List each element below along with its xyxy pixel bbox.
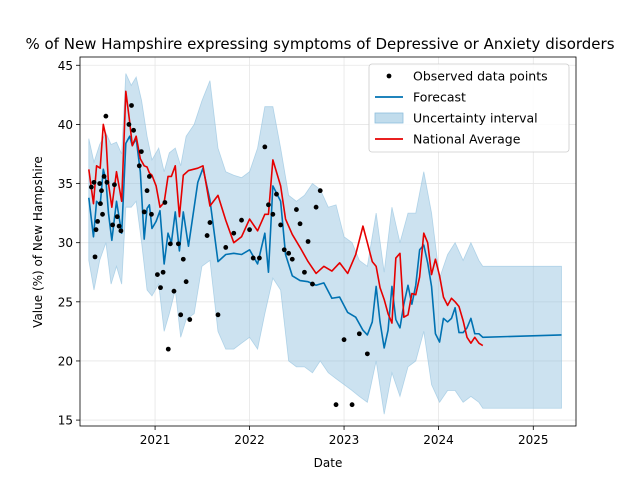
observed-point-12 — [104, 179, 110, 185]
legend-marker-observed-data-points — [386, 73, 392, 79]
forecast-line — [88, 135, 562, 349]
national-average-line — [88, 90, 484, 347]
x-tick-label-2023: 2023 — [329, 433, 360, 447]
observed-point-37 — [183, 279, 189, 285]
observed-point-59 — [305, 239, 311, 244]
observed-point-4 — [93, 227, 99, 233]
chart-title: % of New Hampshire expressing symptoms o… — [25, 35, 614, 53]
observed-point-47 — [256, 255, 262, 261]
y-tick-label-35: 35 — [58, 177, 73, 191]
observed-point-66 — [356, 331, 362, 337]
x-tick-label-2025: 2025 — [518, 433, 549, 447]
observed-point-15 — [114, 214, 120, 220]
observed-point-61 — [313, 204, 319, 210]
observed-point-20 — [131, 127, 136, 133]
observed-point-31 — [165, 346, 171, 352]
y-tick-label-30: 30 — [58, 236, 73, 250]
observed-point-36 — [180, 256, 186, 262]
observed-point-57 — [297, 221, 303, 227]
observed-point-3 — [92, 254, 98, 260]
y-tick-label-40: 40 — [58, 118, 73, 132]
x-tick-label-2021: 2021 — [140, 433, 171, 447]
observed-point-67 — [364, 351, 370, 357]
observed-point-24 — [144, 188, 150, 194]
observed-point-55 — [289, 256, 295, 262]
observed-point-32 — [167, 241, 173, 247]
legend-patch-uncertainty-interval — [374, 112, 404, 124]
observed-point-25 — [146, 174, 152, 179]
observed-point-16 — [116, 223, 122, 229]
x-axis-label: Date — [314, 456, 343, 470]
observed-point-50 — [270, 211, 276, 217]
observed-point-8 — [99, 188, 104, 194]
observed-point-46 — [250, 255, 256, 261]
observed-point-62 — [317, 188, 323, 194]
y-tick-label-45: 45 — [58, 59, 73, 73]
observed-point-13 — [110, 222, 116, 228]
observed-point-34 — [175, 241, 181, 247]
plot-frame — [79, 56, 577, 427]
observed-point-38 — [187, 317, 193, 322]
observed-point-51 — [274, 191, 279, 197]
observed-point-11 — [103, 113, 109, 119]
legend-label-national-average: National Average — [413, 132, 521, 147]
legend-box — [368, 63, 570, 153]
observed-point-65 — [349, 402, 355, 408]
observed-point-19 — [129, 103, 134, 108]
observed-point-49 — [266, 202, 271, 208]
observed-point-60 — [310, 281, 315, 287]
observed-point-33 — [171, 288, 177, 294]
x-tick-label-2024: 2024 — [423, 433, 454, 447]
observed-point-10 — [101, 174, 107, 179]
observed-point-27 — [155, 272, 160, 278]
observed-point-6 — [97, 181, 103, 186]
observed-point-44 — [239, 217, 244, 223]
observed-point-21 — [136, 163, 142, 169]
observed-point-26 — [149, 211, 154, 217]
observed-point-30 — [162, 200, 168, 205]
observed-point-54 — [286, 250, 292, 256]
observed-point-58 — [302, 269, 307, 275]
observed-point-5 — [95, 218, 101, 224]
observed-point-17 — [118, 228, 124, 234]
observed-point-56 — [294, 207, 299, 212]
observed-point-40 — [207, 220, 213, 225]
observed-point-7 — [98, 201, 103, 207]
observed-point-48 — [262, 144, 268, 150]
observed-point-45 — [247, 227, 252, 233]
legend-label-forecast: Forecast — [413, 90, 466, 105]
y-tick-label-20: 20 — [58, 354, 73, 368]
observed-point-63 — [333, 402, 339, 408]
observed-point-28 — [158, 285, 163, 291]
observed-point-29 — [160, 269, 166, 275]
y-tick-label-25: 25 — [58, 295, 73, 309]
x-tick-label-2022: 2022 — [234, 433, 265, 447]
observed-point-42 — [223, 245, 229, 250]
observed-point-2 — [91, 179, 97, 185]
observed-point-43 — [231, 230, 237, 236]
observed-point-18 — [126, 122, 132, 127]
y-axis-label: Value (%) of New Hampshire — [31, 156, 45, 328]
observed-point-14 — [112, 182, 117, 188]
observed-point-41 — [215, 312, 221, 318]
observed-point-1 — [88, 184, 94, 190]
observed-point-64 — [341, 337, 347, 343]
observed-point-35 — [178, 312, 184, 318]
legend-label-observed-data-points: Observed data points — [413, 69, 548, 84]
legend-label-uncertainty-interval: Uncertainty interval — [413, 111, 538, 126]
y-tick-label-15: 15 — [58, 414, 73, 428]
observed-point-39 — [204, 233, 210, 238]
legend: Observed data points Forecast Uncertainty … — [368, 63, 570, 153]
observed-point-23 — [141, 209, 147, 215]
observed-point-22 — [138, 149, 144, 155]
observed-point-52 — [278, 222, 284, 228]
observed-point-53 — [281, 247, 287, 253]
observed-point-9 — [100, 211, 105, 217]
